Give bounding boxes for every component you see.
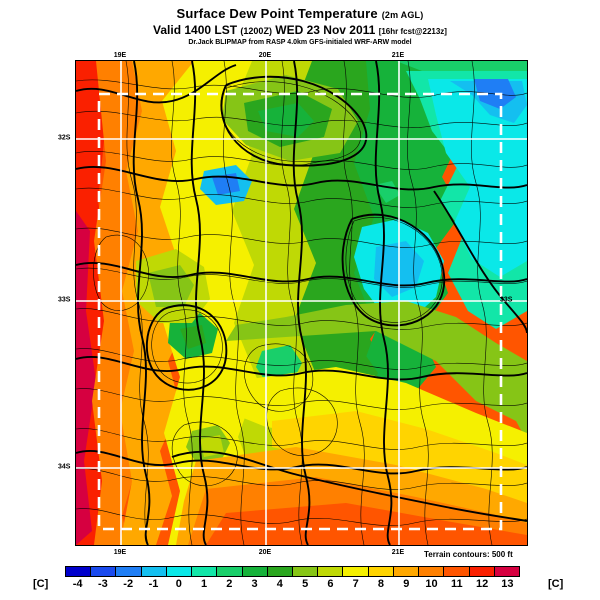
colorbar-swatch-7[interactable] bbox=[342, 567, 368, 576]
colorbar-unit-left: [C] bbox=[33, 578, 49, 590]
colorbar-tick-4: 4 bbox=[276, 578, 283, 590]
colorbar-tick-labels: -4 -3 -2 -1 0 1 2 3 4 5 6 7 8 9 10 11 12 13 bbox=[65, 578, 520, 594]
colorbar-swatch-6[interactable] bbox=[317, 567, 343, 576]
colorbar-tick--2: -2 bbox=[123, 578, 134, 590]
colorbar-swatch-2[interactable] bbox=[216, 567, 242, 576]
colorbar-swatch-9[interactable] bbox=[392, 567, 419, 576]
valid-utc-time: (1200Z) bbox=[240, 26, 272, 36]
colorbar-swatch-8[interactable] bbox=[367, 567, 393, 576]
contour-lines bbox=[76, 61, 527, 545]
colorbar-swatch--3[interactable] bbox=[90, 567, 116, 576]
colorbar[interactable]: [C] [C] -4 -3 -2 -1 0 1 2 3 4 5 6 7 8 9 10 11 12 13 bbox=[0, 562, 600, 596]
colorbar-swatch-4[interactable] bbox=[266, 567, 292, 576]
colorbar-tick--4: -4 bbox=[72, 578, 83, 590]
tick-left-34s: 34S bbox=[58, 463, 71, 471]
tick-left-33s: 33S bbox=[58, 296, 71, 304]
colorbar-tick-6: 6 bbox=[327, 578, 334, 590]
colorbar-swatch-3[interactable] bbox=[241, 567, 267, 576]
colorbar-swatch-12[interactable] bbox=[468, 567, 494, 576]
colorbar-tick-12: 12 bbox=[475, 578, 489, 590]
tick-right-33s: 33S bbox=[500, 296, 513, 304]
page-title: Surface Dew Point Temperature (2m AGL) bbox=[0, 6, 600, 21]
colorbar-swatch-5[interactable] bbox=[291, 567, 318, 576]
colorbar-unit-right: [C] bbox=[548, 578, 564, 590]
page-title-suffix: (2m AGL) bbox=[381, 10, 424, 20]
tick-top-20e: 20E bbox=[258, 52, 272, 59]
terrain-contour-note: Terrain contours: 500 ft bbox=[424, 550, 513, 559]
map-plot-area[interactable] bbox=[75, 60, 528, 546]
colorbar-swatch--1[interactable] bbox=[140, 567, 166, 576]
colorbar-swatch--4[interactable] bbox=[66, 567, 91, 576]
colorbar-tick--3: -3 bbox=[98, 578, 108, 590]
colorbar-tick-1: 1 bbox=[200, 578, 208, 590]
forecast-hour: [16hr fcst@2213z] bbox=[378, 27, 447, 36]
tick-left-32s: 32S bbox=[58, 134, 71, 142]
colorbar-tick-2: 2 bbox=[226, 578, 233, 590]
colorbar-tick-11: 11 bbox=[450, 578, 463, 590]
title-block: Surface Dew Point Temperature (2m AGL) V… bbox=[0, 6, 600, 46]
colorbar-swatch--2[interactable] bbox=[115, 567, 141, 576]
colorbar-tick-10: 10 bbox=[425, 578, 438, 590]
colorbar-swatch-10[interactable] bbox=[418, 567, 444, 576]
tick-top-21e: 21E bbox=[391, 52, 405, 59]
colorbar-tick-3: 3 bbox=[251, 578, 258, 590]
tick-bottom-21e: 21E bbox=[391, 549, 405, 556]
forecast-domain-box bbox=[97, 92, 503, 531]
colorbar-swatch-11[interactable] bbox=[443, 567, 469, 576]
colorbar-swatch-0[interactable] bbox=[165, 567, 192, 576]
dewpoint-field bbox=[76, 61, 527, 545]
colorbar-tick--1: -1 bbox=[148, 578, 159, 590]
tick-bottom-19e: 19E bbox=[113, 549, 127, 556]
colorbar-swatch-13[interactable] bbox=[493, 567, 519, 576]
colorbar-tick-9: 9 bbox=[403, 578, 410, 590]
colorbar-tick-0: 0 bbox=[175, 578, 182, 590]
colorbar-tick-13: 13 bbox=[501, 578, 514, 590]
model-source-line: Dr.Jack BLIPMAP from RASP 4.0km GFS-init… bbox=[188, 39, 412, 46]
tick-bottom-20e: 20E bbox=[258, 549, 272, 556]
valid-local-time: Valid 1400 LST bbox=[153, 23, 238, 37]
colorbar-tick-5: 5 bbox=[302, 578, 309, 590]
colorbar-tick-8: 8 bbox=[377, 578, 385, 590]
colorbar-tick-7: 7 bbox=[352, 578, 359, 590]
page-title-text: Surface Dew Point Temperature bbox=[176, 6, 378, 21]
valid-date: WED 23 Nov 2011 bbox=[275, 23, 376, 37]
colorbar-swatches[interactable] bbox=[65, 566, 520, 577]
valid-time-line: Valid 1400 LST (1200Z) WED 23 Nov 2011 [… bbox=[0, 23, 600, 37]
graticule-lines bbox=[76, 61, 527, 545]
tick-top-19e: 19E bbox=[113, 52, 127, 59]
colorbar-swatch-1[interactable] bbox=[191, 567, 217, 576]
